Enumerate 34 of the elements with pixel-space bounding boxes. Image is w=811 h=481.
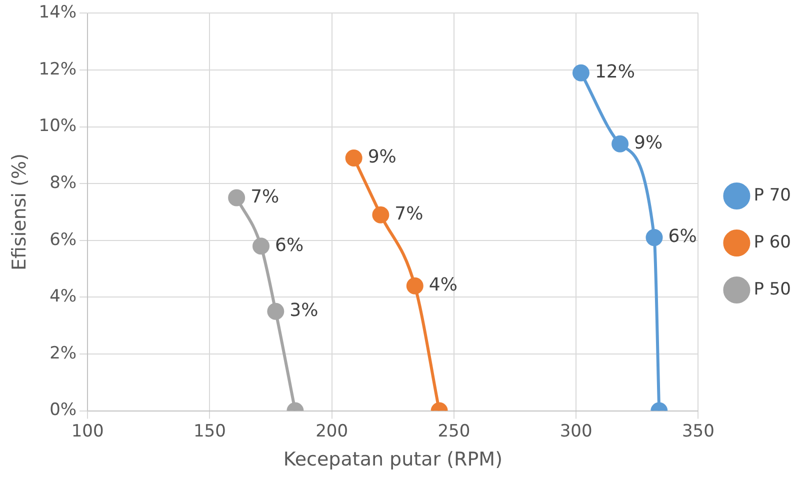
- legend-label: P 60: [754, 232, 792, 252]
- point: [612, 135, 629, 152]
- x-axis-title: Kecepatan putar (RPM): [283, 448, 502, 471]
- x-tick-label: 200: [316, 421, 348, 442]
- x-tick-label: 250: [438, 421, 470, 442]
- data-label: 7%: [250, 186, 280, 208]
- data-label: 9%: [634, 132, 663, 154]
- data-label: 6%: [668, 226, 697, 248]
- data-label: 7%: [394, 204, 424, 225]
- data-label: 3%: [290, 300, 318, 322]
- data-label: 4%: [428, 274, 458, 296]
- data-label: 9%: [368, 146, 396, 168]
- x-tick-label: 350: [682, 421, 714, 442]
- y-tick-label: 4%: [50, 286, 77, 307]
- x-tick-label: 150: [193, 421, 226, 442]
- x-tick-label: 300: [560, 421, 592, 442]
- y-tick-label: 10%: [38, 116, 77, 136]
- point: [345, 150, 362, 167]
- point: [228, 189, 246, 206]
- legend-label: P 70: [754, 185, 792, 206]
- y-axis-title: Efisiensi (%): [8, 154, 30, 270]
- data-label: 6%: [275, 234, 304, 256]
- point: [372, 206, 390, 224]
- y-tick-label: 0%: [50, 400, 77, 420]
- legend-label: P 50: [754, 279, 792, 300]
- y-tick-label: 14%: [38, 2, 77, 23]
- x-tick-label: 100: [71, 421, 104, 442]
- point: [646, 229, 663, 246]
- point: [252, 238, 270, 255]
- y-tick-label: 12%: [38, 59, 77, 80]
- y-tick-label: 8%: [50, 173, 77, 194]
- data-label: 12%: [594, 62, 635, 83]
- y-tick-label: 6%: [50, 230, 77, 250]
- y-tick-label: 2%: [50, 343, 77, 364]
